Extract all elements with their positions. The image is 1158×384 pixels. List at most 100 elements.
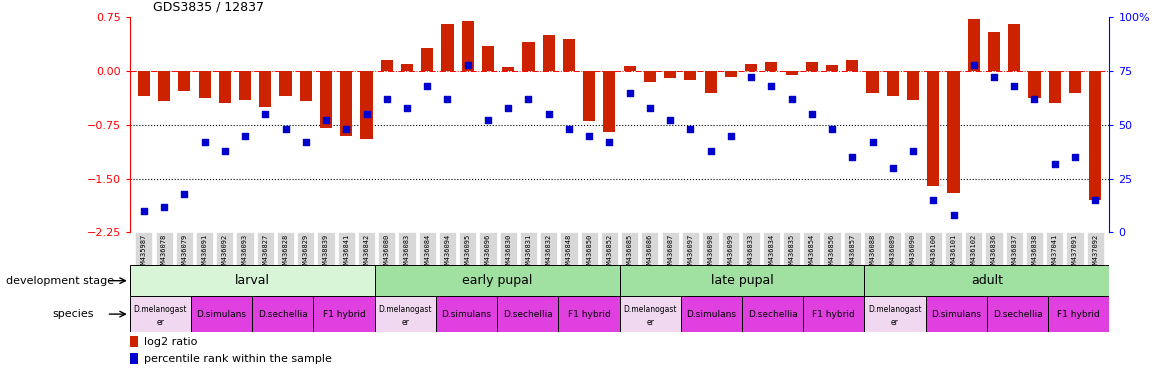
Point xyxy=(215,147,234,154)
Text: GSM436100: GSM436100 xyxy=(930,234,937,272)
Text: GSM436854: GSM436854 xyxy=(808,234,815,272)
Bar xyxy=(745,64,757,71)
Point xyxy=(681,126,699,132)
Bar xyxy=(374,265,620,296)
Point xyxy=(378,96,396,102)
Bar xyxy=(661,232,679,265)
Bar xyxy=(621,232,638,265)
Bar xyxy=(804,296,864,332)
Text: larval: larval xyxy=(235,274,270,287)
Point xyxy=(519,96,537,102)
Text: GSM436087: GSM436087 xyxy=(667,234,673,272)
Text: GSM436829: GSM436829 xyxy=(302,234,309,272)
Text: GSM436832: GSM436832 xyxy=(545,234,551,272)
Text: GSM436095: GSM436095 xyxy=(464,234,470,272)
Text: GSM436094: GSM436094 xyxy=(445,234,450,272)
Bar xyxy=(130,336,139,347)
Point xyxy=(236,132,255,139)
Point xyxy=(559,126,578,132)
Point xyxy=(196,139,214,145)
Text: GSM436083: GSM436083 xyxy=(404,234,410,272)
Text: GSM436080: GSM436080 xyxy=(383,234,390,272)
Bar xyxy=(1009,25,1020,71)
Point xyxy=(478,118,497,124)
Bar xyxy=(360,71,373,139)
Text: GSM436093: GSM436093 xyxy=(242,234,248,272)
Text: GSM436852: GSM436852 xyxy=(607,234,613,272)
Text: species: species xyxy=(52,309,94,319)
Bar xyxy=(435,296,497,332)
Text: er: er xyxy=(156,318,164,328)
Text: GSM438839: GSM438839 xyxy=(323,234,329,272)
Text: GSM437041: GSM437041 xyxy=(1051,234,1057,272)
Bar xyxy=(620,296,681,332)
Bar xyxy=(130,265,374,296)
Text: GSM436084: GSM436084 xyxy=(424,234,431,272)
Text: F1 hybrid: F1 hybrid xyxy=(323,310,366,319)
Text: GSM436836: GSM436836 xyxy=(991,234,997,272)
Bar xyxy=(642,232,659,265)
Bar xyxy=(885,232,901,265)
Point xyxy=(783,96,801,102)
Text: GSM436833: GSM436833 xyxy=(748,234,754,272)
Bar xyxy=(965,232,982,265)
Text: log2 ratio: log2 ratio xyxy=(144,337,197,347)
Text: GSM436835: GSM436835 xyxy=(789,234,794,272)
Text: D.melanogast: D.melanogast xyxy=(133,305,188,314)
Bar xyxy=(419,232,435,265)
Bar xyxy=(925,232,941,265)
Bar xyxy=(584,71,595,121)
Bar xyxy=(191,296,252,332)
Text: GSM436078: GSM436078 xyxy=(161,234,167,272)
Point xyxy=(337,126,356,132)
Bar xyxy=(702,232,719,265)
Text: early pupal: early pupal xyxy=(462,274,533,287)
Bar xyxy=(130,296,191,332)
Text: GSM437091: GSM437091 xyxy=(1072,234,1078,272)
Text: GSM436830: GSM436830 xyxy=(505,234,511,272)
Bar xyxy=(479,232,497,265)
Bar xyxy=(601,232,618,265)
Point xyxy=(418,83,437,89)
Point xyxy=(1086,197,1105,203)
Text: GSM436098: GSM436098 xyxy=(708,234,713,272)
Bar xyxy=(987,296,1048,332)
Text: D.sechellia: D.sechellia xyxy=(748,310,798,319)
Bar xyxy=(340,71,352,136)
Point xyxy=(823,126,842,132)
Text: F1 hybrid: F1 hybrid xyxy=(567,310,610,319)
Bar xyxy=(1069,71,1082,93)
Bar xyxy=(925,296,987,332)
Point xyxy=(317,118,336,124)
Bar xyxy=(664,71,676,78)
Text: GSM436837: GSM436837 xyxy=(1011,234,1017,272)
Bar xyxy=(155,232,173,265)
Text: GSM436838: GSM436838 xyxy=(1032,234,1038,272)
Bar xyxy=(558,296,620,332)
Text: GSM436086: GSM436086 xyxy=(647,234,653,272)
Point xyxy=(438,96,456,102)
Bar xyxy=(239,71,251,100)
Text: GSM436834: GSM436834 xyxy=(769,234,775,272)
Bar xyxy=(217,232,234,265)
Bar xyxy=(846,60,858,71)
Text: D.sechellia: D.sechellia xyxy=(503,310,552,319)
Point xyxy=(397,104,416,111)
Text: GSM436090: GSM436090 xyxy=(910,234,916,272)
Text: GSM435987: GSM435987 xyxy=(141,234,147,272)
Bar xyxy=(462,21,474,71)
Bar xyxy=(1005,232,1023,265)
Bar xyxy=(947,71,960,193)
Bar xyxy=(864,232,881,265)
Text: development stage: development stage xyxy=(6,276,113,286)
Bar xyxy=(887,71,899,96)
Bar xyxy=(543,35,555,71)
Bar xyxy=(338,232,354,265)
Bar xyxy=(398,232,416,265)
Text: D.simulans: D.simulans xyxy=(687,310,736,319)
Bar xyxy=(520,232,537,265)
Bar xyxy=(1048,296,1109,332)
Text: late pupal: late pupal xyxy=(711,274,774,287)
Point xyxy=(924,197,943,203)
Text: adult: adult xyxy=(970,274,1003,287)
